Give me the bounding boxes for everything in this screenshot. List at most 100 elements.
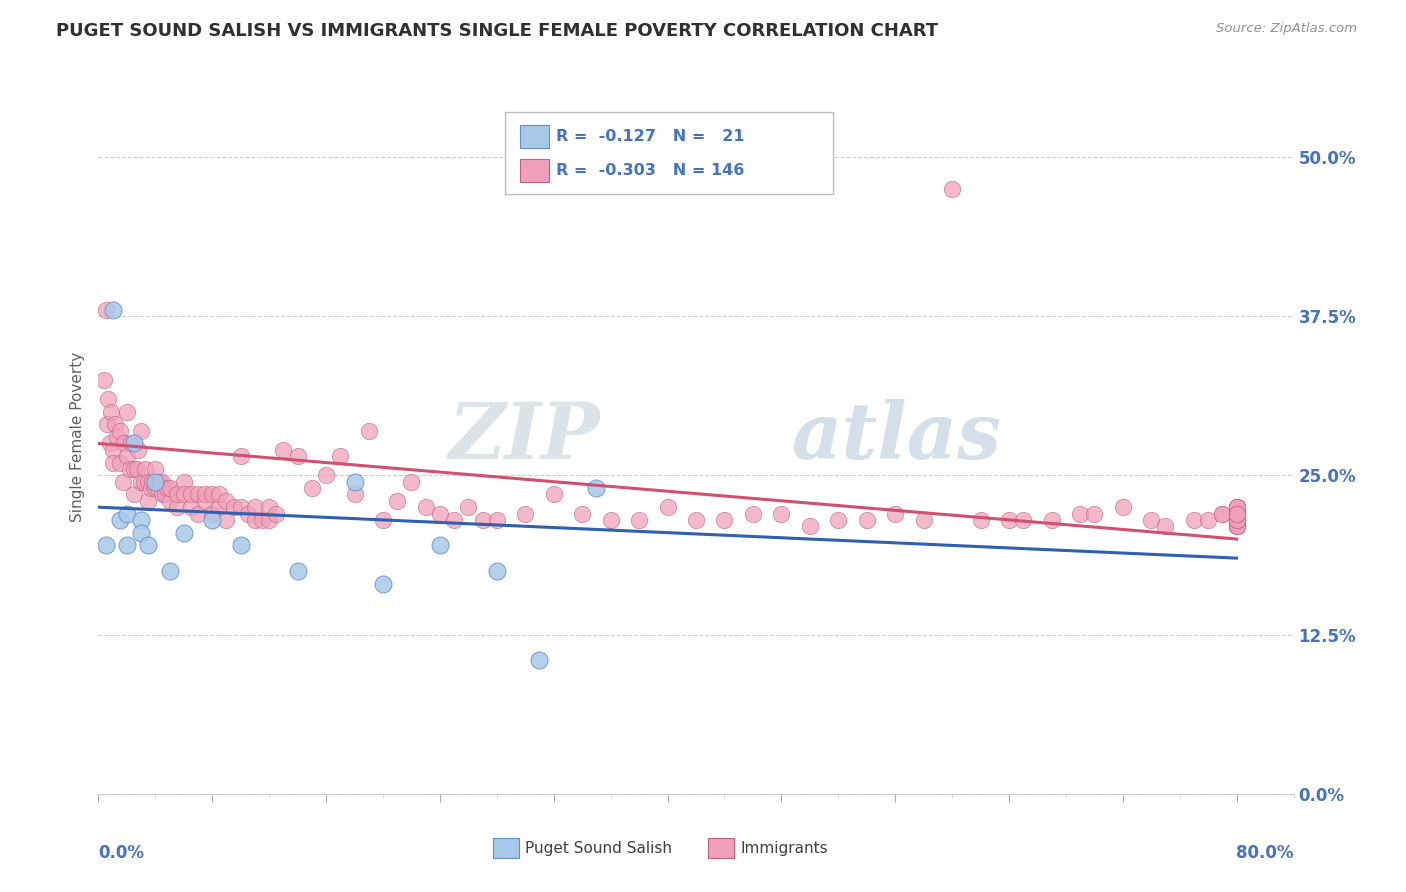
Point bbox=[529, 653, 551, 667]
Point bbox=[94, 538, 117, 552]
Point bbox=[301, 481, 323, 495]
Point bbox=[129, 525, 152, 540]
Point bbox=[1211, 507, 1233, 521]
Point bbox=[208, 487, 231, 501]
Point bbox=[357, 424, 380, 438]
Point bbox=[125, 462, 148, 476]
Point bbox=[628, 513, 651, 527]
Point bbox=[97, 392, 120, 406]
Point bbox=[100, 404, 122, 418]
Point bbox=[1226, 513, 1249, 527]
Text: 0.0%: 0.0% bbox=[98, 844, 145, 862]
Point bbox=[1226, 513, 1249, 527]
Point bbox=[1226, 513, 1249, 527]
Point bbox=[401, 475, 423, 489]
Point bbox=[912, 513, 935, 527]
Point bbox=[143, 462, 166, 476]
Point bbox=[98, 436, 121, 450]
Point bbox=[1226, 519, 1249, 533]
Point bbox=[1226, 507, 1249, 521]
Text: Puget Sound Salish: Puget Sound Salish bbox=[524, 840, 672, 855]
Point bbox=[159, 493, 181, 508]
Point bbox=[194, 487, 217, 501]
Point bbox=[1226, 500, 1249, 515]
Point bbox=[1226, 513, 1249, 527]
Point bbox=[770, 507, 793, 521]
Point bbox=[108, 456, 131, 470]
Point bbox=[1226, 519, 1249, 533]
Point bbox=[571, 507, 593, 521]
Point bbox=[329, 449, 352, 463]
Point bbox=[1197, 513, 1219, 527]
Point bbox=[152, 487, 174, 501]
Point bbox=[315, 468, 337, 483]
Point bbox=[287, 449, 309, 463]
Point bbox=[1226, 513, 1249, 527]
Point bbox=[257, 500, 280, 515]
Point bbox=[585, 481, 607, 495]
Point bbox=[143, 481, 166, 495]
Point bbox=[1226, 507, 1249, 521]
Point bbox=[136, 475, 159, 489]
Point bbox=[485, 513, 508, 527]
Y-axis label: Single Female Poverty: Single Female Poverty bbox=[70, 352, 86, 522]
Point bbox=[1226, 513, 1249, 527]
Point bbox=[443, 513, 465, 527]
Point bbox=[112, 436, 135, 450]
Point bbox=[371, 513, 394, 527]
Point bbox=[105, 430, 128, 444]
Bar bbox=[494, 838, 519, 858]
Point bbox=[201, 513, 224, 527]
Point bbox=[1154, 519, 1177, 533]
Point bbox=[159, 481, 181, 495]
Point bbox=[129, 513, 152, 527]
Point bbox=[273, 442, 295, 457]
Point bbox=[156, 481, 179, 495]
Point bbox=[122, 436, 145, 450]
Point bbox=[166, 487, 188, 501]
Point bbox=[101, 302, 124, 317]
Point bbox=[657, 500, 679, 515]
Point bbox=[1226, 513, 1249, 527]
Point bbox=[122, 487, 145, 501]
Point bbox=[1112, 500, 1135, 515]
Text: R =  -0.127   N =   21: R = -0.127 N = 21 bbox=[557, 129, 745, 145]
Point bbox=[129, 475, 152, 489]
Point bbox=[215, 513, 238, 527]
Point bbox=[136, 538, 159, 552]
Point bbox=[115, 449, 138, 463]
Point bbox=[998, 513, 1021, 527]
Point bbox=[1226, 507, 1249, 521]
Point bbox=[884, 507, 907, 521]
Point bbox=[1040, 513, 1063, 527]
Point bbox=[118, 462, 141, 476]
Point bbox=[1012, 513, 1035, 527]
Point bbox=[1226, 513, 1249, 527]
Point bbox=[236, 507, 259, 521]
Text: R =  -0.303   N = 146: R = -0.303 N = 146 bbox=[557, 163, 745, 178]
Point bbox=[855, 513, 877, 527]
Point bbox=[1069, 507, 1091, 521]
Point bbox=[173, 525, 195, 540]
Point bbox=[222, 500, 245, 515]
Point bbox=[1226, 500, 1249, 515]
Point bbox=[471, 513, 494, 527]
Point bbox=[969, 513, 991, 527]
Point bbox=[1226, 513, 1249, 527]
Point bbox=[108, 424, 131, 438]
Point bbox=[1226, 507, 1249, 521]
Point bbox=[152, 475, 174, 489]
Text: Source: ZipAtlas.com: Source: ZipAtlas.com bbox=[1216, 22, 1357, 36]
Point bbox=[149, 475, 172, 489]
Text: 80.0%: 80.0% bbox=[1236, 844, 1294, 862]
Point bbox=[120, 436, 142, 450]
Point bbox=[741, 507, 763, 521]
Point bbox=[187, 507, 209, 521]
Point bbox=[1226, 513, 1249, 527]
Point bbox=[1226, 500, 1249, 515]
Point bbox=[1226, 519, 1249, 533]
Point bbox=[139, 481, 162, 495]
Point bbox=[208, 500, 231, 515]
Point bbox=[485, 564, 508, 578]
FancyBboxPatch shape bbox=[505, 112, 834, 194]
